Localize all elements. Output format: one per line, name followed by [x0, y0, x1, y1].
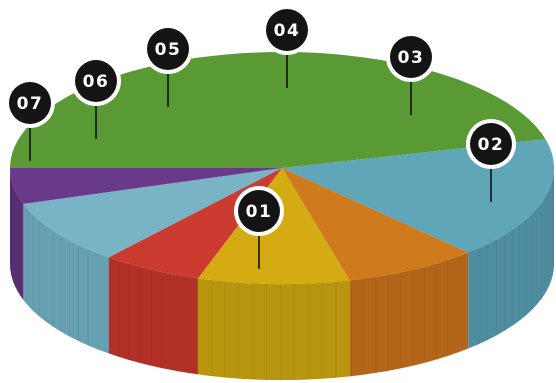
callout-badge	[238, 190, 280, 232]
pie-sides	[9, 168, 555, 380]
pie-side-03	[349, 252, 469, 377]
pie-side-04	[197, 278, 350, 380]
callout-label: 02	[478, 135, 505, 155]
callout-badge	[75, 60, 117, 102]
callouts: 01 02 03 04 05 06 07	[5, 5, 516, 269]
pie-slice-07	[10, 168, 282, 204]
pie-slice-06	[23, 168, 283, 258]
callout-label: 01	[246, 202, 273, 222]
pie-side-05	[108, 257, 198, 375]
callout-label: 06	[83, 72, 110, 92]
callout-badge	[390, 36, 432, 78]
callout-04: 04	[262, 5, 312, 88]
callout-02: 02	[466, 119, 516, 202]
callout-label: 03	[398, 48, 425, 68]
callout-05: 05	[143, 24, 193, 107]
callout-badge	[266, 9, 308, 51]
callout-07: 07	[5, 78, 55, 161]
callout-06: 06	[71, 56, 121, 139]
pie-slices	[10, 52, 554, 284]
callout-01: 01	[234, 186, 284, 269]
callout-badge	[470, 123, 512, 165]
callout-badge	[9, 82, 51, 124]
callout-label: 04	[274, 21, 301, 41]
pie-side-06	[23, 203, 109, 354]
pie-side-07	[10, 168, 24, 300]
callout-03: 03	[386, 32, 436, 115]
callout-label: 07	[17, 94, 44, 114]
pie-slice-03	[282, 168, 469, 281]
pie-slice-05	[108, 168, 283, 279]
callout-badge	[147, 28, 189, 70]
pie-side-02	[468, 168, 554, 349]
callout-label: 05	[155, 40, 182, 60]
